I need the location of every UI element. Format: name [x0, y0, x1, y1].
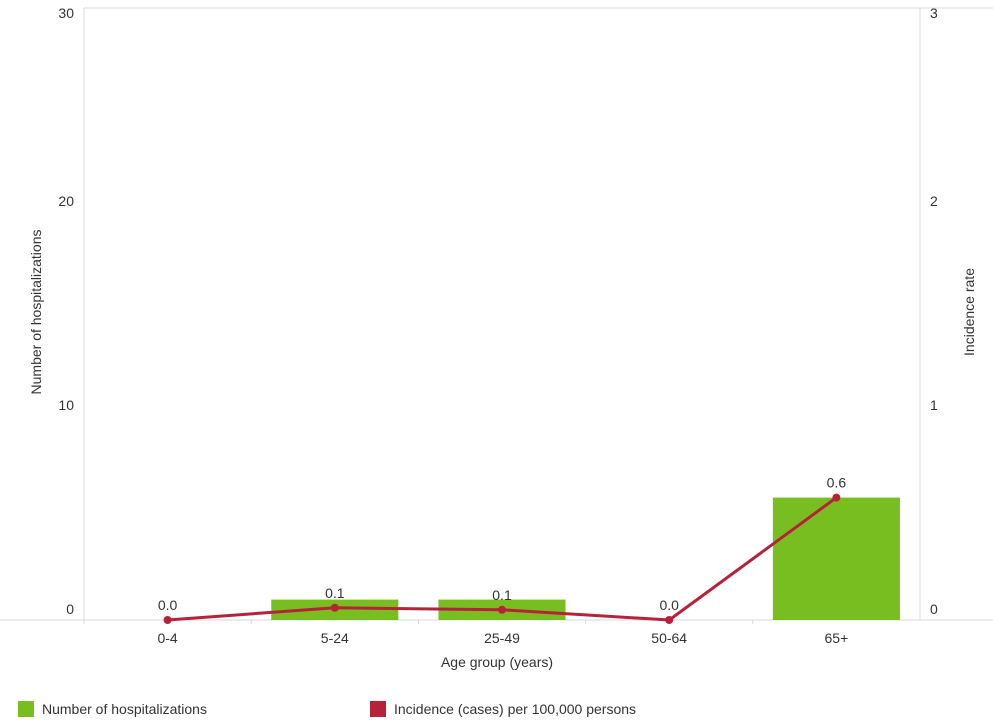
incidence-data-label: 0.1: [492, 587, 512, 603]
legend-swatch-hospitalizations: [18, 701, 34, 717]
y-tick-label-left: 10: [58, 397, 74, 413]
y-tick-label-right: 3: [930, 5, 938, 21]
incidence-data-label: 0.1: [325, 585, 345, 601]
y-tick-label-left: 0: [66, 601, 74, 617]
incidence-data-label: 0.6: [827, 475, 847, 491]
incidence-point: [832, 493, 841, 502]
x-tick-label: 0-4: [157, 630, 177, 646]
y-tick-label-right: 2: [930, 193, 938, 209]
y-tick-label-right: 0: [930, 601, 938, 617]
incidence-point: [330, 603, 339, 612]
incidence-data-label: 0.0: [659, 597, 679, 613]
legend-swatch-incidence: [370, 701, 386, 717]
y-tick-label-left: 20: [58, 193, 74, 209]
x-tick-label: 50-64: [651, 630, 687, 646]
bar-hospitalizations: [772, 497, 900, 620]
legend-label-incidence: Incidence (cases) per 100,000 persons: [394, 701, 636, 717]
y-tick-label-left: 30: [58, 5, 74, 21]
incidence-point: [163, 616, 172, 624]
x-axis-title: Age group (years): [441, 654, 553, 670]
legend: Number of hospitalizations Incidence (ca…: [18, 701, 636, 717]
data-labels: 0.0 0.1 0.1 0.0 0.6: [158, 475, 846, 613]
incidence-point: [665, 616, 674, 624]
x-tick-label: 5-24: [321, 630, 349, 646]
incidence-line-group: [163, 493, 841, 624]
incidence-data-label: 0.0: [158, 597, 178, 613]
x-tick-label: 25-49: [484, 630, 520, 646]
y-tick-label-right: 1: [930, 397, 938, 413]
x-tick-label: 65+: [825, 630, 849, 646]
incidence-point: [498, 605, 506, 614]
y-axis-title-right: Incidence rate: [961, 268, 977, 356]
y-axis-title-left: Number of hospitalizations: [28, 230, 44, 395]
legend-label-hospitalizations: Number of hospitalizations: [42, 701, 207, 717]
bars: [271, 497, 900, 620]
